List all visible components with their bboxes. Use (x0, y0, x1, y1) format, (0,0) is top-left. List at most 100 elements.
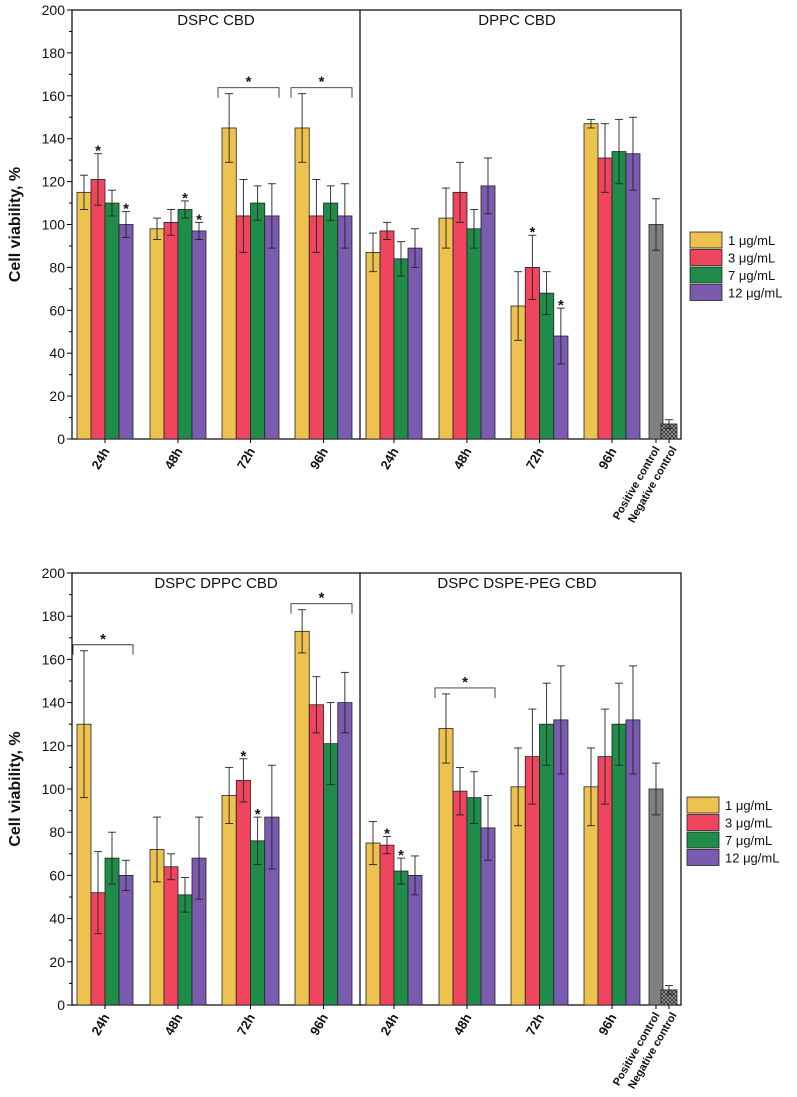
y-tick-label: 80 (49, 259, 65, 275)
legend-swatch-1 (686, 796, 720, 814)
y-tick-label: 40 (49, 345, 65, 361)
y-tick-label: 0 (57, 997, 65, 1013)
bar-96h-series-1 (294, 630, 310, 1006)
bar-96h-series-1 (583, 123, 599, 440)
y-tick-label: 180 (42, 608, 66, 624)
bar-48h-series-3 (177, 209, 193, 440)
y-tick-label: 120 (42, 174, 66, 190)
bar-48h-series-2 (452, 191, 468, 440)
bar-48h-series-1 (149, 228, 165, 440)
y-tick-label: 60 (49, 867, 65, 883)
x-tick-label: 24h (377, 1011, 401, 1038)
bracket-star: * (100, 631, 106, 648)
bar-72h-series-3 (250, 202, 266, 440)
bar-96h-series-4 (337, 702, 353, 1006)
bracket-star: * (462, 674, 468, 691)
positive-control-bar (648, 788, 664, 1006)
significance-bracket (290, 603, 353, 614)
x-tick-label: 72h (523, 445, 547, 472)
bar-72h-series-3 (539, 723, 555, 1006)
bar-72h-series-2 (235, 779, 251, 1006)
bar-72h-series-1 (221, 127, 237, 440)
bracket-star: * (319, 590, 325, 607)
bar-72h-series-4 (264, 215, 280, 440)
bar-96h-series-3 (323, 202, 339, 440)
y-tick-label: 100 (42, 217, 66, 233)
significance-star: * (255, 806, 261, 823)
significance-star: * (182, 190, 188, 207)
bar-48h-series-4 (191, 230, 207, 440)
bar-96h-series-2 (597, 157, 613, 440)
significance-star: * (529, 224, 535, 241)
significance-bracket (434, 687, 496, 698)
panel-title-2: DSPC DSPE-PEG CBD (437, 575, 596, 592)
y-axis-label: Cell viability, % (7, 731, 24, 846)
y-tick-label: 200 (42, 565, 66, 581)
x-tick-label: 72h (234, 445, 258, 472)
bar-24h-series-1 (365, 842, 381, 1006)
legend-label-4: 12 μg/mL (728, 286, 782, 301)
legend: 1 μg/mL 3 μg/mL 7 μg/mL 12 μg/mL (686, 796, 779, 866)
bar-24h-series-2 (379, 844, 395, 1006)
legend-swatch-2 (689, 249, 723, 266)
significance-star: * (558, 297, 564, 314)
bar-72h-series-1 (221, 795, 237, 1006)
y-tick-label: 160 (42, 88, 66, 104)
x-tick-label: 24h (88, 445, 112, 472)
x-tick-label: 72h (234, 1011, 258, 1038)
bar-48h-series-4 (480, 185, 496, 440)
y-tick-label: 200 (42, 2, 66, 18)
bar-48h-series-1 (438, 217, 454, 440)
bar-48h-series-2 (163, 221, 179, 440)
y-tick-label: 100 (42, 781, 66, 797)
bar-48h-series-2 (163, 866, 179, 1006)
legend-swatch-3 (689, 266, 723, 284)
legend-label-4: 12 μg/mL (725, 851, 779, 866)
significance-bracket (290, 87, 353, 98)
x-tick-label: 72h (523, 1011, 547, 1038)
legend: 1 μg/mL 3 μg/mL 7 μg/mL 12 μg/mL (689, 231, 782, 301)
y-tick-label: 160 (42, 651, 66, 667)
x-tick-label: 24h (88, 1011, 112, 1038)
significance-star: * (398, 847, 404, 864)
significance-star: * (95, 143, 101, 160)
significance-star: * (123, 201, 129, 218)
chart-panel-2: 0 20 40 60 80 100 120 140 160 180 200 Cell viabilit… (7, 565, 779, 1091)
bracket-star: * (246, 74, 252, 91)
legend-label-2: 3 μg/mL (725, 816, 772, 831)
legend-swatch-3 (686, 831, 720, 849)
panel-title-2: DPPC CBD (478, 12, 556, 29)
bar-24h-series-3 (104, 202, 120, 440)
bar-24h-series-3 (393, 258, 409, 440)
bar-96h-series-3 (611, 151, 627, 440)
bar-24h-series-3 (393, 870, 409, 1006)
bar-24h-series-4 (118, 224, 134, 440)
legend-label-1: 1 μg/mL (725, 798, 772, 813)
legend-swatch-2 (686, 814, 720, 831)
significance-star: * (384, 826, 390, 843)
x-tick-label: 96h (595, 445, 619, 472)
bar-48h-series-3 (466, 797, 482, 1006)
y-tick-label: 60 (49, 302, 65, 318)
significance-bracket (72, 644, 134, 655)
x-tick-label: 48h (450, 1011, 474, 1038)
legend-swatch-4 (689, 284, 723, 301)
bar-24h-series-2 (379, 230, 395, 440)
bar-96h-series-2 (308, 704, 324, 1006)
bar-96h-series-1 (294, 127, 310, 440)
y-tick-label: 20 (49, 954, 65, 970)
legend-label-3: 7 μg/mL (725, 833, 772, 848)
legend-swatch-1 (689, 231, 723, 249)
significance-star: * (196, 211, 202, 228)
positive-control-bar (648, 224, 664, 440)
y-tick-label: 140 (42, 131, 66, 147)
y-tick-label: 40 (49, 911, 65, 927)
bar-96h-series-3 (611, 723, 627, 1006)
legend-swatch-4 (686, 849, 720, 866)
bar-48h-series-3 (466, 228, 482, 440)
bar-24h-series-2 (90, 179, 106, 440)
y-tick-label: 180 (42, 45, 66, 61)
y-axis-label: Cell viability, % (7, 167, 24, 282)
bracket-star: * (319, 74, 325, 91)
